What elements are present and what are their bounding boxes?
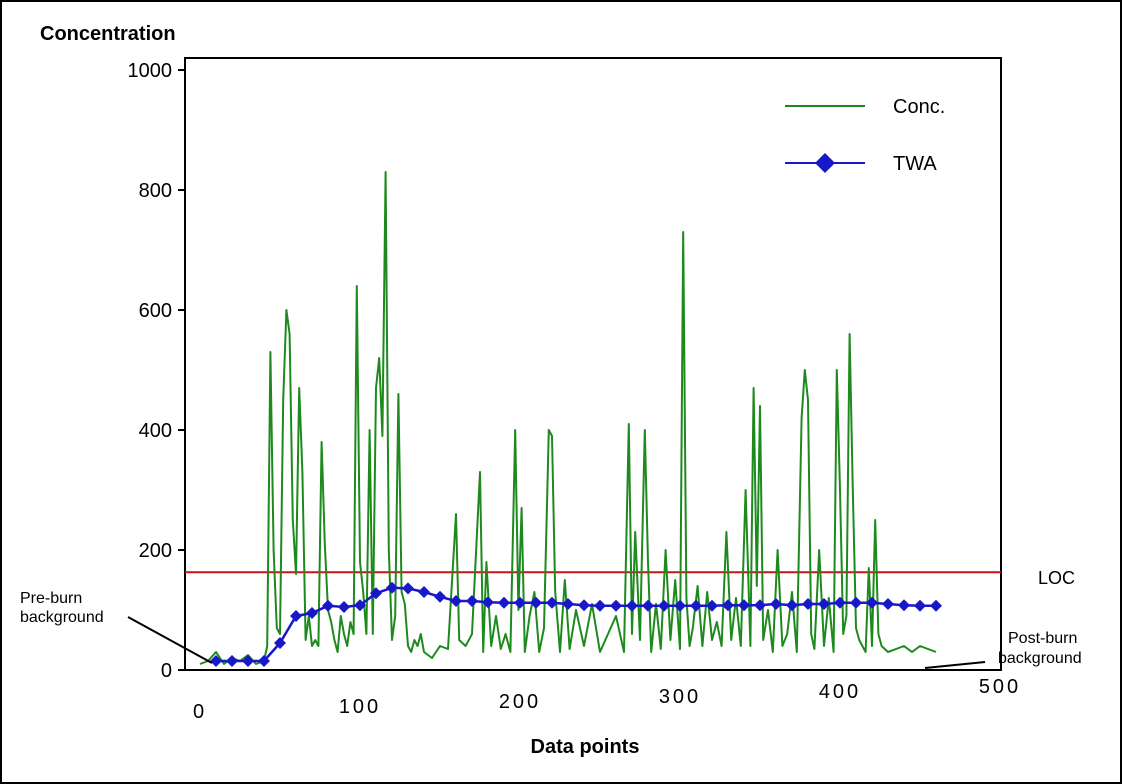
post-burn-annotation: Post-burn background — [924, 630, 1082, 669]
y-tick-label: 800 — [139, 180, 172, 202]
twa-point — [242, 655, 254, 667]
pre-burn-label-line2: background — [20, 609, 104, 626]
twa-point — [866, 596, 878, 609]
x-tick-label: 500 — [979, 676, 1021, 698]
x-tick-label: 100 — [339, 696, 381, 718]
y-tick-label: 600 — [139, 300, 172, 322]
twa-point — [626, 599, 638, 612]
twa-point — [802, 598, 814, 610]
x-tick-label: 300 — [659, 686, 701, 708]
twa-point — [258, 655, 270, 667]
x-tick-label: 0 — [193, 701, 207, 723]
twa-point — [722, 599, 734, 612]
twa-point — [530, 596, 542, 609]
plot-area — [184, 57, 1002, 671]
twa-point — [642, 599, 654, 612]
twa-point — [338, 601, 350, 613]
twa-point — [706, 599, 718, 612]
twa-point — [354, 599, 366, 612]
twa-point — [322, 599, 334, 612]
pre-burn-label-line1: Pre-burn — [20, 590, 82, 607]
post-burn-label-line1: Post-burn — [1008, 630, 1077, 647]
loc-label: LOC — [1038, 568, 1075, 588]
twa-point — [818, 598, 830, 610]
twa-point — [594, 599, 606, 612]
post-burn-pointer — [924, 661, 986, 669]
twa-point — [610, 599, 622, 612]
y-tick-label: 1000 — [128, 60, 173, 82]
twa-point — [898, 599, 910, 612]
twa-point — [466, 595, 478, 607]
x-axis-ticks: 0 100 200 300 400 500 — [193, 676, 1021, 723]
twa-point — [514, 596, 526, 609]
twa-point — [930, 599, 942, 612]
conc-series-line — [199, 171, 937, 665]
twa-point — [786, 599, 798, 612]
y-tick-label: 400 — [139, 420, 172, 442]
twa-point — [290, 610, 302, 622]
twa-point — [850, 596, 862, 609]
twa-point — [434, 590, 446, 603]
twa-point — [498, 596, 510, 609]
legend-twa-marker — [815, 153, 835, 173]
y-tick-label: 200 — [139, 540, 172, 562]
legend-twa-label: TWA — [893, 153, 937, 175]
y-axis-label: Concentration — [40, 23, 176, 45]
post-burn-label-line2: background — [998, 650, 1082, 667]
twa-point — [882, 598, 894, 610]
twa-point — [402, 582, 414, 595]
twa-point — [482, 596, 494, 609]
y-tick-label: 0 — [161, 660, 172, 682]
series-layer — [199, 171, 942, 667]
twa-point — [658, 599, 670, 612]
twa-point — [914, 599, 926, 612]
twa-point — [562, 598, 574, 610]
twa-point — [306, 607, 318, 619]
twa-point — [674, 599, 686, 612]
twa-point — [274, 637, 286, 649]
twa-point — [386, 581, 398, 594]
x-axis-label: Data points — [531, 736, 640, 758]
pre-burn-annotation: Pre-burn background — [20, 590, 213, 664]
twa-point — [450, 595, 462, 607]
x-tick-label: 200 — [499, 691, 541, 713]
twa-series-line — [216, 586, 936, 663]
twa-point — [690, 599, 702, 612]
y-axis-ticks: 0 200 400 600 800 1000 — [128, 60, 185, 682]
twa-point — [546, 596, 558, 609]
twa-point — [770, 598, 782, 610]
legend-conc-label: Conc. — [893, 96, 945, 118]
pre-burn-pointer — [127, 616, 213, 664]
twa-point — [210, 655, 222, 667]
twa-point — [578, 599, 590, 612]
twa-point — [418, 586, 430, 598]
x-tick-label: 400 — [819, 681, 861, 703]
twa-point — [226, 655, 238, 667]
twa-point — [370, 587, 382, 600]
twa-point — [754, 599, 766, 612]
legend: Conc. TWA — [785, 96, 945, 175]
twa-point — [834, 596, 846, 609]
twa-point — [738, 599, 750, 612]
